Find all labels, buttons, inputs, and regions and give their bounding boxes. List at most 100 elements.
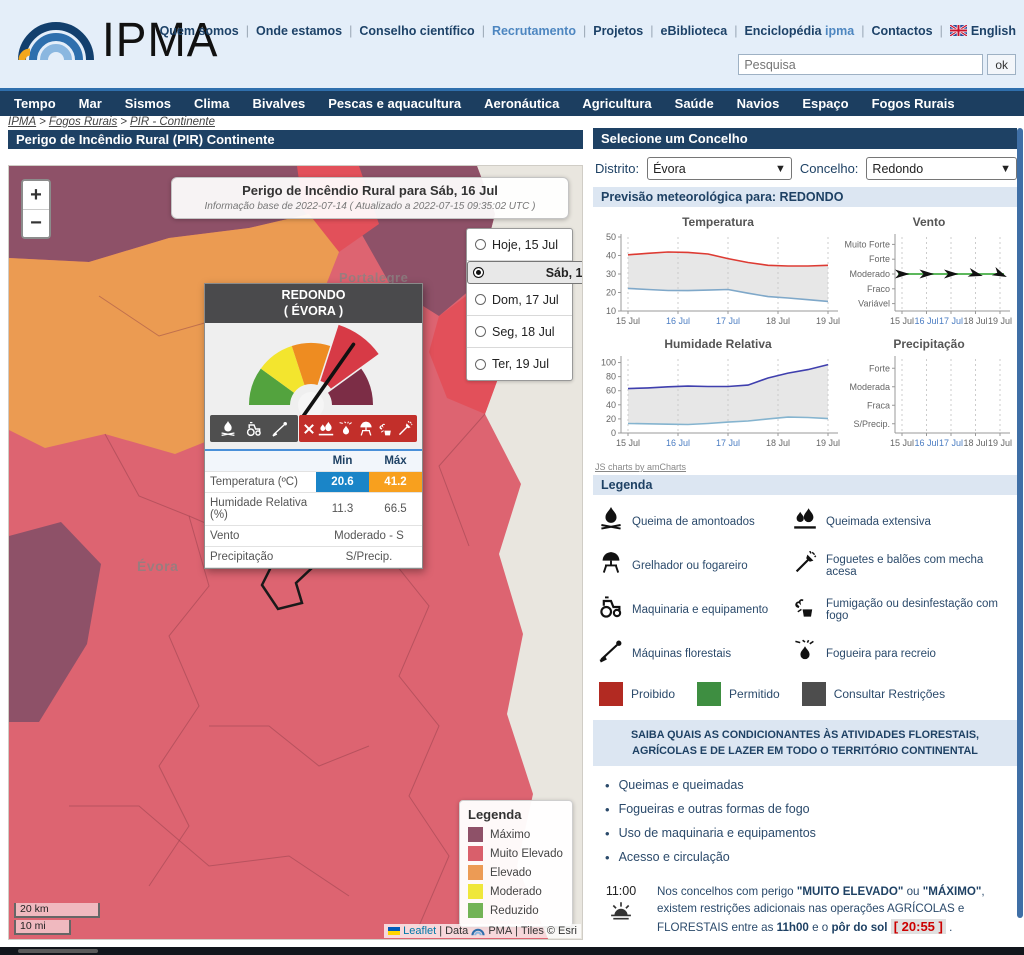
forecast-header: Previsão meteorológica para: REDONDO (593, 187, 1017, 207)
map-legend: Legenda Máximo Muito Elevado Elevado Modera… (459, 800, 573, 927)
map-zoom-control: + − (21, 179, 51, 239)
radio-icon (475, 358, 486, 370)
brushcutter-icon (272, 421, 287, 437)
popup-header: REDONDO ( ÉVORA ) (205, 284, 422, 324)
fumigation-icon (379, 423, 391, 436)
attribution-pma-label: PMA (488, 925, 513, 937)
chart-title: Vento (912, 215, 946, 229)
day-option[interactable]: Dom, 17 Jul (467, 284, 572, 316)
condition-item[interactable]: Fogueiras e outras formas de fogo (605, 802, 1017, 817)
nav-item-pescas-e-aquacultura[interactable]: Pescas e aquacultura (328, 96, 462, 111)
zoom-in-button[interactable]: + (23, 181, 49, 209)
header-link[interactable]: English (949, 24, 1016, 38)
svg-text:15 Jul: 15 Jul (616, 316, 640, 326)
svg-text:Forte: Forte (869, 363, 890, 373)
ipma-logo[interactable]: IPMA (12, 8, 218, 70)
legend-swatch (468, 846, 483, 861)
header-link[interactable]: Projetos (593, 24, 644, 38)
map-overlay-title-box: Perigo de Incêndio Rural para Sáb, 16 Ju… (171, 177, 569, 219)
svg-text:80: 80 (606, 372, 616, 382)
main-navigation: Tempo Mar Sismos Clima Bivalves Pescas e aqua… (0, 88, 1024, 116)
header-link[interactable]: eBiblioteca (660, 24, 728, 38)
map-panel-title: Perigo de Incêndio Rural (PIR) Continent… (8, 130, 583, 149)
day-option[interactable]: Seg, 18 Jul (467, 316, 572, 348)
svg-text:19 Jul: 19 Jul (988, 438, 1012, 448)
nav-item-saúde[interactable]: Saúde (674, 96, 714, 111)
svg-text:16 Jul: 16 Jul (914, 438, 938, 448)
breadcrumb-link[interactable]: IPMA (8, 116, 37, 128)
nav-item-bivalves[interactable]: Bivalves (252, 96, 306, 111)
chart-temperatura: Temperatura 10 20 30 40 50 15 Jul 16 Jul 17 Jul 1… (593, 213, 843, 335)
header-link[interactable]: Onde estamos (256, 24, 343, 38)
rocket-icon (795, 550, 817, 573)
fire-danger-map[interactable]: Portalegre Évora Beja Perigo de Incêndio… (8, 165, 583, 940)
search-input[interactable] (738, 54, 984, 75)
ipma-mini-logo-icon (471, 928, 485, 936)
svg-text:Fraco: Fraco (867, 284, 890, 294)
conditions-list: Queimas e queimadas Fogueiras e outras fo… (593, 766, 1017, 878)
legend-item: Queimada extensiva (793, 507, 1015, 536)
popup-subtitle: ( ÉVORA ) (283, 303, 344, 318)
legend-item: Máquinas florestais (599, 639, 793, 668)
wind-arrow-icon (944, 269, 959, 279)
nav-item-tempo[interactable]: Tempo (14, 96, 56, 111)
attribution-tiles-label: Tiles © Esri (521, 925, 577, 937)
nav-item-mar[interactable]: Mar (78, 96, 102, 111)
svg-text:18 Jul: 18 Jul (963, 438, 987, 448)
nav-item-fogos-rurais[interactable]: Fogos Rurais (871, 96, 955, 111)
svg-text:17 Jul: 17 Jul (939, 438, 963, 448)
header-link[interactable]: Quem somos (159, 24, 239, 38)
chart-title: Humidade Relativa (664, 337, 772, 351)
svg-text:40: 40 (606, 251, 616, 261)
popup-weather-table: Min Máx Temperatura (ºC) 20.6 41.2 Humidade R… (205, 449, 422, 569)
search-ok-button[interactable]: ok (987, 54, 1016, 75)
breadcrumb-link[interactable]: PIR - Continente (129, 116, 215, 128)
svg-text:18 Jul: 18 Jul (766, 316, 790, 326)
svg-text:40: 40 (606, 400, 616, 410)
header-link[interactable]: Recrutamento (491, 24, 576, 38)
leaflet-link[interactable]: Leaflet (403, 925, 437, 937)
restriction-text: Nos concelhos com perigo "MUITO ELEVADO"… (657, 885, 985, 934)
svg-text:30: 30 (606, 269, 616, 279)
max-header: Máx (369, 450, 422, 473)
day-option[interactable]: Ter, 19 Jul (467, 348, 572, 380)
header-link[interactable]: Conselho científico (359, 24, 475, 38)
nav-item-clima[interactable]: Clima (194, 96, 230, 111)
conditions-banner: SAIBA QUAIS AS CONDICIONANTES ÀS ATIVIDA… (593, 720, 1017, 767)
breadcrumb-link[interactable]: Fogos Rurais (48, 116, 118, 128)
header-link[interactable]: Enciclopédia ipma (744, 24, 855, 38)
concelho-select[interactable]: Redondo ▼ (866, 157, 1017, 180)
nav-item-agricultura[interactable]: Agricultura (582, 96, 652, 111)
attribution-data-label: Data (445, 925, 469, 937)
breadcrumb: IPMA > Fogos Rurais > PIR - Continente (8, 116, 215, 128)
sidebar-scrollbar[interactable] (1017, 128, 1023, 918)
attribution-sep2: | (515, 925, 519, 937)
bonfire-icon (795, 639, 814, 660)
wind-arrow-icon (991, 267, 1007, 278)
svg-text:16 Jul: 16 Jul (666, 438, 690, 448)
distrito-select[interactable]: Évora ▼ (647, 157, 792, 180)
campfire-icon (221, 420, 235, 436)
svg-text:20: 20 (606, 414, 616, 424)
svg-text:60: 60 (606, 386, 616, 396)
grill-icon (602, 552, 620, 573)
legend-item: Foguetes e balões com mecha acesa (793, 550, 1015, 580)
condition-item[interactable]: Queimas e queimadas (605, 778, 1017, 793)
nav-item-espaço[interactable]: Espaço (802, 96, 849, 111)
brushcutter-icon (599, 640, 622, 663)
amcharts-link[interactable]: JS charts by amCharts (595, 462, 687, 472)
color-swatch (801, 682, 826, 706)
condition-item[interactable]: Acesso e circulação (605, 850, 1017, 865)
min-header: Min (316, 450, 369, 473)
day-option[interactable]: Sáb, 16 Jul (467, 261, 582, 284)
svg-text:16 Jul: 16 Jul (914, 316, 938, 326)
nav-item-aeronáutica[interactable]: Aeronáutica (484, 96, 560, 111)
footer-scrollbar-thumb[interactable] (18, 949, 98, 953)
svg-text:50: 50 (606, 232, 616, 242)
zoom-out-button[interactable]: − (23, 209, 49, 237)
nav-item-navios[interactable]: Navios (736, 96, 780, 111)
header-link[interactable]: Contactos (871, 24, 933, 38)
condition-item[interactable]: Uso de maquinaria e equipamentos (605, 826, 1017, 841)
day-option[interactable]: Hoje, 15 Jul (467, 229, 572, 261)
nav-item-sismos[interactable]: Sismos (124, 96, 172, 111)
